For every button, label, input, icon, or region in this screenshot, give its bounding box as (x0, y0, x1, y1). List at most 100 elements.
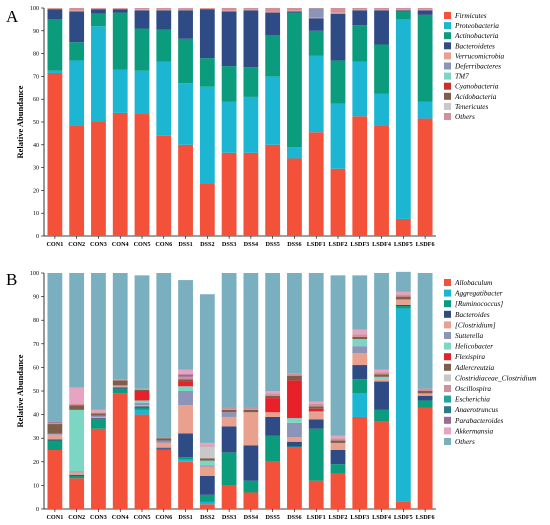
bar-segment (330, 473, 346, 509)
bar-segment (91, 413, 106, 416)
bar-segment (417, 8, 433, 10)
x-tick-label: DSS2 (200, 514, 214, 521)
x-tick-label: CON2 (68, 241, 85, 248)
legend-swatch (444, 416, 451, 424)
bar-segment (287, 422, 302, 438)
bar-segment (47, 8, 63, 10)
bar-segment (395, 218, 411, 236)
legend-swatch (444, 406, 451, 414)
bar-segment (69, 273, 85, 388)
panel-label: B (6, 270, 17, 289)
x-tick-label: CON4 (112, 514, 129, 521)
y-tick-label: 80 (33, 318, 39, 324)
x-tick-label: LSDF2 (329, 514, 348, 521)
bar-segment (134, 70, 150, 115)
bar-segment (352, 9, 368, 11)
y-tick-label: 50 (33, 120, 39, 126)
bar-segment (352, 379, 368, 394)
bar-segment (352, 393, 368, 417)
y-tick-label: 20 (33, 188, 39, 194)
legend-label: Oscillospira (455, 384, 491, 393)
y-tick-label: 80 (33, 52, 39, 58)
bar-segment (308, 8, 324, 18)
bar-segment (112, 69, 128, 113)
bar-segment (69, 11, 85, 43)
bar-segment (417, 101, 433, 119)
bar-segment (91, 409, 106, 413)
bar-segment (265, 35, 281, 77)
bar-segment (395, 501, 411, 509)
bar-segment (330, 8, 346, 13)
bar-segment (243, 273, 259, 408)
chart-panel-b: B Relative Abundance 0 10 20 30 40 50 60 70 80 90 10… (6, 270, 536, 521)
bar-segment (287, 375, 302, 381)
legend-label: Others (455, 112, 475, 121)
bar-segment (243, 445, 259, 481)
legend-label: Tenericutes (455, 102, 489, 111)
bar-segment (287, 380, 302, 419)
bar-segment (243, 67, 259, 97)
bar-segment (112, 12, 128, 70)
bar-segment (265, 144, 281, 236)
bar-segment (287, 418, 302, 423)
bar-segment (69, 405, 85, 410)
legend-swatch (444, 321, 451, 329)
bar-segment (243, 409, 259, 413)
bar-segment (287, 10, 302, 12)
bar-segment (308, 17, 324, 19)
bar-segment (374, 374, 389, 377)
bar-segment (69, 472, 85, 475)
panel-label: A (6, 7, 19, 26)
legend-swatch (444, 22, 451, 30)
bar-segment (395, 9, 411, 11)
bar-segment (156, 448, 172, 450)
bar-segment (308, 428, 324, 481)
bar-segment (112, 380, 128, 386)
bar-segment (47, 273, 63, 422)
x-tick-label: DSS1 (178, 241, 192, 248)
y-tick-label: 60 (33, 97, 39, 103)
x-tick-label: LSDF3 (350, 514, 369, 521)
legend-swatch (444, 374, 451, 382)
bar-segment (91, 412, 106, 414)
y-tick-label: 10 (33, 211, 39, 217)
bar-segment (352, 329, 368, 335)
bar-segment (374, 9, 389, 11)
bar-segment (178, 386, 193, 391)
y-tick-label: 40 (33, 143, 39, 149)
bar-segment (199, 183, 215, 236)
bar-segment (374, 421, 389, 509)
y-tick-label: 100 (30, 271, 39, 277)
legend-label: Proteobacteria (454, 21, 499, 30)
bar-segment (221, 10, 237, 12)
x-tick-label: DSS5 (265, 514, 279, 521)
bar-segment (287, 373, 302, 376)
legend-swatch (444, 395, 451, 403)
bar-segment (395, 19, 411, 219)
bar-segment (395, 11, 411, 20)
bar-segment (417, 407, 433, 509)
legend-swatch (444, 92, 451, 100)
bar-segment (352, 346, 368, 354)
bar-segment (374, 125, 389, 236)
bar-segment (330, 103, 346, 169)
x-tick-label: LSDF1 (307, 241, 326, 248)
bar-segment (134, 10, 150, 29)
y-tick-label: 20 (33, 460, 39, 466)
bar-segment (287, 447, 302, 509)
bar-segment (308, 132, 324, 236)
bar-segment (91, 419, 106, 429)
bar-segment (199, 58, 215, 87)
bar-segment (330, 464, 346, 474)
bar-segment (112, 9, 128, 13)
x-tick-label: CON1 (46, 241, 63, 248)
y-axis-label: Relative Abundance (15, 85, 25, 158)
x-tick-label: LSDF2 (329, 241, 348, 248)
legend-label: Parabacteroides (454, 416, 504, 425)
bar-segment (91, 26, 106, 123)
bar-segment (112, 379, 128, 381)
bar-segment (156, 10, 172, 30)
bar-segment (243, 152, 259, 236)
bar-segment (47, 434, 63, 440)
